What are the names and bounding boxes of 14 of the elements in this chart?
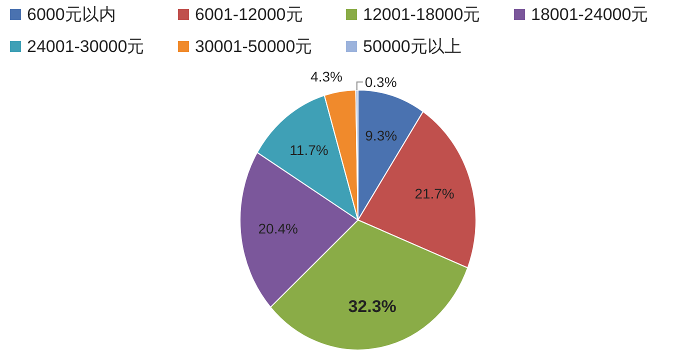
- data-label: 0.3%: [364, 74, 397, 90]
- legend-label: 6001-12000元: [195, 5, 303, 24]
- legend-label: 30001-50000元: [195, 37, 312, 56]
- data-label: 20.4%: [258, 220, 298, 236]
- data-label: 9.3%: [365, 127, 398, 144]
- legend-label: 6000元以内: [27, 5, 116, 24]
- legend-label: 24001-30000元: [27, 37, 144, 56]
- legend-label: 50000元以上: [363, 37, 462, 56]
- legend-label: 18001-24000元: [531, 5, 648, 24]
- legend-label: 12001-18000元: [363, 5, 480, 24]
- data-label: 32.3%: [348, 296, 396, 316]
- data-label: 21.7%: [414, 185, 454, 202]
- data-label: 4.3%: [310, 68, 342, 84]
- data-label: 11.7%: [290, 142, 328, 158]
